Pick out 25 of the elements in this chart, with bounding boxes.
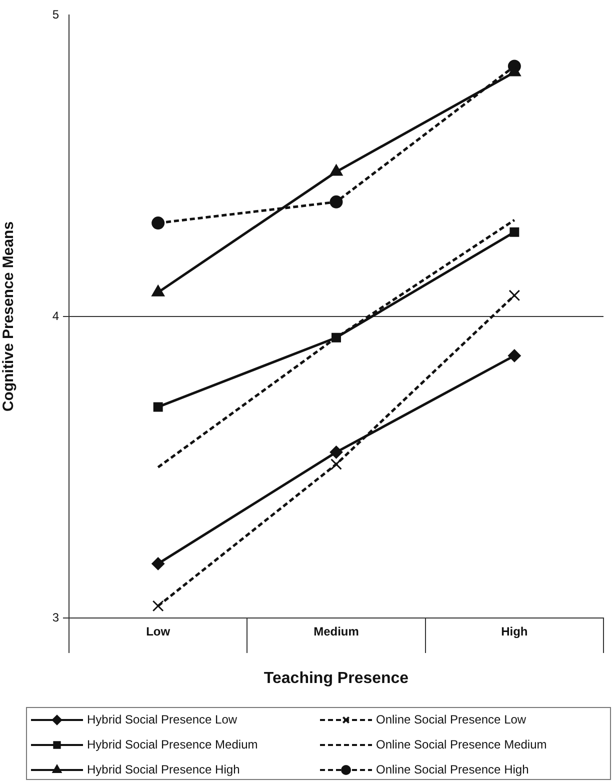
point	[152, 216, 165, 230]
y-tick-label: 5	[52, 7, 60, 22]
x-axis-title: Teaching Presence	[264, 670, 409, 687]
legend-label: Hybrid Social Presence Medium	[87, 737, 258, 752]
legend-label: Hybrid Social Presence High	[87, 762, 240, 776]
y-axis-title: Cognitive Presence Means	[0, 221, 18, 412]
legend-label: Online Social Presence Low	[376, 712, 526, 726]
x-tick-label: High	[501, 624, 528, 639]
legend-label: Online Social Presence Medium	[376, 737, 547, 752]
point	[510, 227, 520, 237]
point	[153, 402, 163, 412]
x-tick-label: Low	[146, 624, 171, 639]
point	[508, 349, 521, 362]
point	[152, 557, 165, 570]
y-tick-label: 4	[52, 308, 60, 323]
point	[330, 195, 343, 208]
point	[152, 600, 164, 612]
point	[332, 332, 341, 342]
legend-label: Online Social Presence High	[376, 762, 529, 776]
legend-label: Hybrid Social Presence Low	[87, 712, 238, 726]
point	[508, 290, 520, 302]
point	[330, 458, 342, 470]
y-tick-label: 3	[52, 610, 60, 624]
x-tick-label: Medium	[314, 624, 359, 639]
point	[330, 446, 343, 459]
